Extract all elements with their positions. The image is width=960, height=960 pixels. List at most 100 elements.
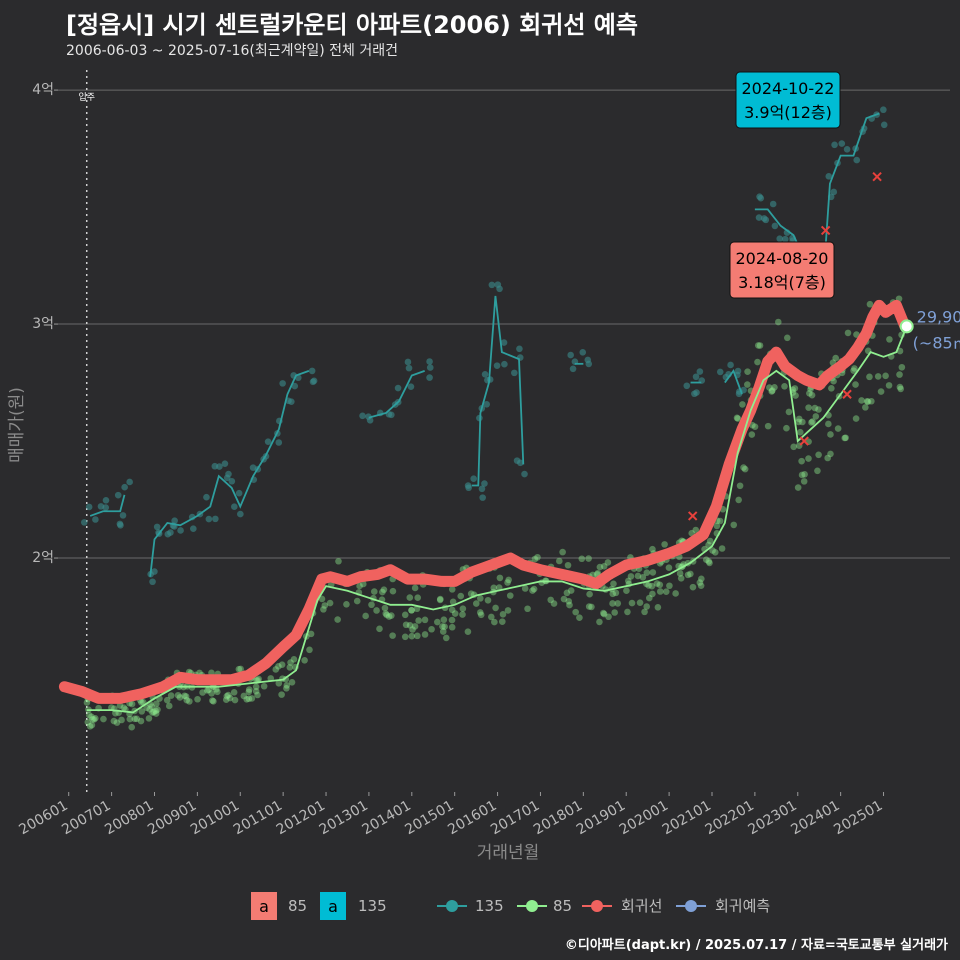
- scatter-point-85: [186, 698, 193, 705]
- scatter-point-85: [402, 621, 410, 629]
- scatter-point-135: [830, 188, 838, 196]
- legend-line-85-label: 85: [553, 897, 572, 915]
- scatter-point-85: [825, 420, 832, 428]
- scatter-point-135: [426, 374, 433, 381]
- annotation-date: 2024-10-22: [742, 79, 835, 98]
- x-tick-label: 200701: [59, 798, 113, 839]
- scatter-point-85: [254, 691, 261, 699]
- scatter-point-135: [119, 512, 127, 519]
- scatter-point-85: [566, 601, 573, 609]
- scatter-point-85: [702, 556, 710, 564]
- scatter-point-85: [524, 605, 531, 613]
- x-marker: [820, 225, 831, 236]
- scatter-point-135: [102, 496, 110, 504]
- scatter-point-85: [672, 590, 679, 597]
- scatter-point-85: [585, 555, 592, 562]
- scatter-point-85: [565, 597, 573, 605]
- scatter-point-85: [649, 590, 656, 598]
- move-in-label: 입주: [78, 91, 95, 103]
- scatter-point-85: [150, 708, 158, 716]
- scatter-point-85: [560, 595, 568, 603]
- scatter-point-85: [389, 587, 397, 595]
- scatter-point-85: [83, 699, 91, 706]
- scatter-point-135: [880, 121, 888, 129]
- scatter-point-85: [448, 606, 456, 614]
- scatter-point-85: [389, 632, 396, 639]
- scatter-point-85: [283, 684, 290, 692]
- legend-forecast-label: 회귀예측: [715, 897, 770, 915]
- scatter-point-85: [459, 605, 467, 613]
- series-lines: [58, 112, 911, 714]
- scatter-point-85: [897, 385, 905, 393]
- scatter-point-85: [866, 373, 873, 381]
- scatter-point-85: [154, 706, 161, 713]
- scatter-point-85: [588, 603, 595, 611]
- annotation-box: [735, 71, 841, 129]
- scatter-point-85: [711, 548, 719, 556]
- scatter-point-85: [499, 618, 506, 625]
- scatter-point-85: [806, 389, 813, 397]
- scatter-point-85: [530, 585, 538, 593]
- scatter-point-85: [143, 704, 150, 712]
- scatter-point-135: [488, 281, 496, 289]
- scatter-point-85: [380, 586, 388, 593]
- scatter-point-85: [662, 588, 670, 595]
- scatter-points: [80, 106, 906, 731]
- x-tick-label: 202001: [617, 798, 671, 839]
- scatter-point-85: [748, 431, 756, 438]
- legend: a 85 a 135 135 85 회귀선 회귀예측: [251, 892, 770, 920]
- annotation-date: 2024-08-20: [736, 249, 829, 268]
- scatter-point-85: [612, 589, 620, 597]
- scatter-point-135: [203, 493, 210, 501]
- scatter-point-85: [796, 428, 804, 436]
- scatter-point-85: [808, 391, 816, 399]
- x-tick-label: 201401: [360, 798, 414, 839]
- scatter-point-135: [838, 140, 846, 147]
- scatter-point-85: [245, 695, 253, 703]
- scatter-point-135: [880, 106, 887, 114]
- scatter-point-85: [567, 587, 575, 594]
- scatter-point-85: [868, 397, 875, 405]
- scatter-point-85: [401, 633, 409, 641]
- scatter-point-85: [286, 664, 294, 671]
- scatter-point-135: [716, 368, 724, 376]
- scatter-point-135: [853, 156, 861, 164]
- scatter-point-85: [716, 517, 724, 525]
- scatter-point-135: [116, 520, 124, 528]
- scatter-point-85: [231, 696, 239, 704]
- legend-box-85: [251, 892, 277, 920]
- scatter-point-85: [733, 414, 741, 422]
- scatter-point-85: [437, 595, 444, 603]
- scatter-point-85: [318, 595, 326, 603]
- series-135-line: [89, 494, 126, 517]
- scatter-point-85: [790, 443, 797, 451]
- scatter-point-135: [171, 517, 178, 524]
- legend-box-135-label: 135: [358, 897, 387, 915]
- scatter-point-85: [751, 423, 759, 430]
- scatter-point-85: [842, 434, 849, 442]
- scatter-point-85: [194, 695, 201, 703]
- scatter-point-85: [774, 318, 782, 326]
- scatter-point-85: [800, 478, 808, 485]
- scatter-point-135: [762, 216, 770, 224]
- scatter-point-85: [639, 573, 647, 581]
- scatter-point-85: [645, 582, 652, 589]
- x-tick-label: 202401: [788, 798, 842, 839]
- scatter-point-85: [864, 398, 872, 406]
- x-marker: [799, 436, 809, 446]
- scatter-point-135: [496, 285, 503, 293]
- scatter-point-85: [110, 717, 118, 725]
- scatter-point-85: [791, 385, 799, 392]
- scatter-point-85: [754, 358, 761, 366]
- scatter-point-135: [237, 510, 244, 518]
- scatter-point-85: [181, 692, 188, 700]
- series-85-line: [86, 326, 908, 714]
- scatter-point-135: [781, 235, 789, 243]
- x-tick-label: 201701: [488, 798, 542, 839]
- scatter-point-85: [858, 397, 865, 404]
- scatter-point-85: [550, 600, 558, 607]
- scatter-point-85: [406, 621, 414, 629]
- scatter-point-85: [874, 373, 882, 380]
- scatter-point-85: [176, 694, 184, 701]
